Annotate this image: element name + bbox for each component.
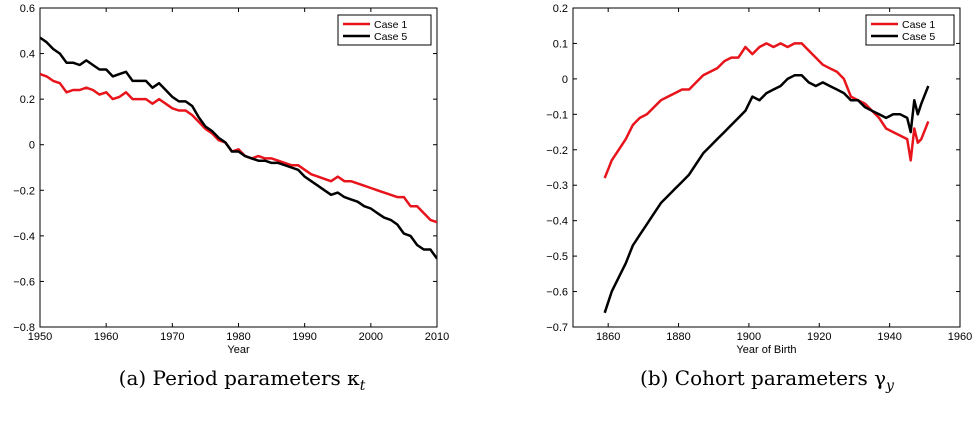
y-tick-label: −0.4: [13, 231, 35, 243]
figure-caption: (b) Cohort parameters γy: [640, 366, 895, 394]
y-tick-label: 0: [562, 74, 568, 86]
y-tick-label: 0.2: [20, 94, 35, 106]
x-tick-label: 1980: [226, 331, 250, 343]
x-axis-label: Year: [227, 344, 250, 356]
legend-label: Case 1: [902, 19, 935, 31]
chart-panel-a: 1950 1960 1970 1980 1990 2000 2010 0.6 0.4 0.2 0 −0…: [13, 3, 449, 394]
y-tick-label: 0.1: [553, 38, 568, 50]
y-tick-label: −0.8: [13, 322, 35, 334]
x-tick-label: 1960: [94, 331, 118, 343]
y-tick-label: −0.4: [546, 216, 568, 228]
legend-label: Case 1: [374, 19, 407, 31]
legend-label: Case 5: [902, 31, 935, 43]
series-line-case-1: [603, 42, 930, 179]
caption-text: (a) Period parameters κ: [119, 366, 361, 390]
y-tick-label: −0.2: [546, 145, 568, 157]
figure-caption: (a) Period parameters κt: [119, 366, 366, 394]
series-line-case-1: [40, 72, 437, 224]
y-tick-label: −0.2: [13, 185, 35, 197]
caption-text: (b) Cohort parameters γ: [640, 366, 886, 390]
series-line-case-5: [603, 74, 930, 314]
x-tick-label: 1970: [160, 331, 184, 343]
x-tick-label: 1990: [292, 331, 316, 343]
y-tick-label: 0.4: [20, 49, 35, 61]
y-tick-label: 0.2: [553, 3, 568, 15]
caption-subscript: t: [360, 378, 366, 394]
x-axis-label: Year of Birth: [736, 344, 796, 356]
x-tick-label: 2000: [359, 331, 383, 343]
x-tick-label: 1940: [877, 331, 901, 343]
x-tick-label: 1920: [807, 331, 831, 343]
y-tick-label: −0.7: [546, 322, 568, 334]
caption-subscript: y: [885, 378, 895, 394]
y-tick-label: −0.6: [546, 287, 568, 299]
x-tick-label: 1880: [666, 331, 690, 343]
y-tick-label: −0.3: [546, 180, 568, 192]
chart-panel-b: 1860 1880 1900 1920 1940 1960 0.2 0.1 0 −0.1 −0.2 −…: [546, 3, 972, 394]
legend-box: [337, 14, 432, 46]
legend-box: [865, 14, 955, 46]
series-line-case-5: [40, 36, 437, 260]
x-tick-label: 1900: [737, 331, 761, 343]
y-tick-label: 0.6: [20, 3, 35, 15]
y-tick-label: −0.5: [546, 251, 568, 263]
legend-label: Case 5: [374, 31, 407, 43]
x-tick-label: 1960: [948, 331, 972, 343]
x-tick-label: 2010: [425, 331, 449, 343]
x-tick-label: 1950: [28, 331, 52, 343]
y-tick-label: −0.1: [546, 109, 568, 121]
x-tick-label: 1860: [596, 331, 620, 343]
y-tick-label: −0.6: [13, 276, 35, 288]
plot-area: [572, 7, 961, 328]
y-tick-label: 0: [29, 140, 35, 152]
plot-area: [39, 7, 438, 328]
